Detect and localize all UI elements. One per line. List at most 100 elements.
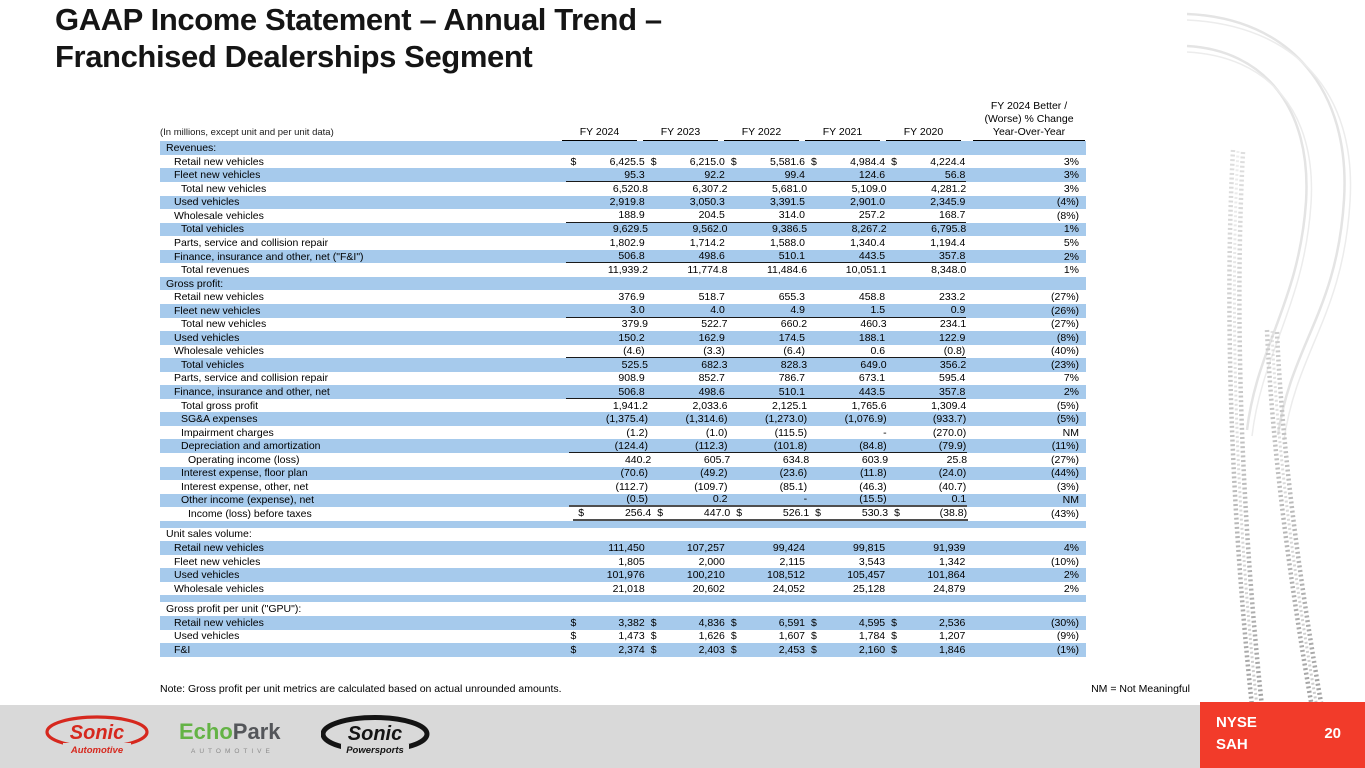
value-cell: $2,453 [726, 643, 806, 657]
cell-value: (115.5) [774, 426, 808, 439]
value-cell: 25.8 [889, 453, 968, 467]
section-header-row: Gross profit per unit ("GPU"): [160, 602, 1086, 616]
currency-symbol: $ [811, 630, 817, 643]
cell-value: 0.2 [712, 493, 728, 506]
value-cell: (4.6) [565, 345, 646, 359]
change-cell: (23%) [1051, 358, 1080, 371]
value-cell: (933.7) [888, 412, 968, 426]
cell-value: (933.7) [932, 413, 967, 426]
cell-value: 1,473 [618, 630, 645, 643]
value-cell: 56.8 [886, 168, 967, 183]
cell-value: 2,453 [778, 643, 805, 656]
value-cell: 108,512 [726, 568, 806, 582]
table-row: Fleet new vehicles 3.0 4.0 4.9 1.5 0.9 (26%) [160, 303, 1086, 318]
row-label: Total gross profit [181, 399, 259, 412]
value-cell: 1,941.2 [569, 399, 649, 413]
value-cell: (46.3) [808, 480, 888, 494]
cell-value: (270.0) [932, 426, 967, 439]
currency-symbol: $ [578, 506, 585, 519]
cell-value: 447.0 [703, 506, 731, 519]
cell-value: 25.8 [946, 453, 968, 466]
value-cell: 498.6 [645, 385, 726, 399]
value-cell: 458.8 [806, 290, 886, 304]
cell-value: 3,050.3 [689, 196, 725, 209]
currency-symbol: $ [570, 630, 577, 643]
currency-symbol: $ [811, 155, 817, 168]
echopark-logo: EchoPark AUTOMOTIVE [179, 719, 281, 755]
value-cell: 4.9 [725, 304, 806, 318]
row-label: Interest expense, other, net [181, 480, 309, 493]
value-cell: 233.2 [886, 290, 966, 304]
column-header-fy2020: FY 2020 [886, 126, 961, 142]
cell-value: 4.0 [710, 304, 725, 317]
row-label: Used vehicles [174, 196, 240, 209]
value-cell: (70.6) [569, 467, 649, 481]
table-row: Wholesale vehicles 188.9 204.5 314.0 257.2 16… [160, 209, 1086, 223]
cell-value: 443.5 [858, 250, 886, 263]
value-cell: $530.3 [810, 507, 890, 521]
value-cell: 124.6 [806, 168, 887, 183]
value-cell: 660.2 [729, 318, 809, 332]
cell-value: (15.5) [859, 493, 887, 506]
cell-value: (1,375.4) [605, 413, 648, 426]
cell-value: 526.1 [782, 506, 810, 519]
cell-value: (70.6) [620, 467, 648, 480]
value-cell: 376.9 [566, 290, 646, 304]
cell-value: (1.0) [705, 426, 728, 439]
value-cell: (112.3) [648, 439, 729, 453]
value-cell: 506.8 [565, 250, 646, 264]
cell-value: 99,424 [772, 542, 805, 555]
value-cell: 24,052 [726, 582, 806, 596]
cell-value: 1,207 [939, 630, 966, 643]
value-cell: 204.5 [645, 209, 726, 223]
change-cell: 4% [1063, 542, 1080, 555]
change-cell: 1% [1063, 264, 1080, 277]
row-label: Wholesale vehicles [174, 345, 264, 358]
value-cell: (1,375.4) [569, 412, 649, 426]
table-header-row: (In millions, except unit and per unit d… [160, 100, 1086, 142]
cell-value: 443.5 [858, 385, 886, 398]
cell-value: (49.2) [700, 467, 728, 480]
change-cell: 2% [1063, 250, 1080, 263]
cell-value: 1,626 [698, 630, 725, 643]
cell-value: 458.8 [858, 291, 886, 304]
cell-value: 682.3 [701, 358, 728, 371]
cell-value: (79.9) [938, 439, 967, 452]
section-header-row: Gross profit: [160, 276, 1086, 291]
cell-value: (38.8) [939, 506, 968, 519]
row-label: Fleet new vehicles [174, 169, 261, 182]
cell-value: (1,273.0) [765, 413, 808, 426]
cell-value: 522.7 [701, 318, 728, 331]
value-cell: 92.2 [645, 168, 726, 183]
value-cell: 99,815 [806, 541, 886, 555]
cell-value: 6,215.0 [689, 155, 725, 168]
cell-value: - [883, 426, 887, 439]
cell-value: 1,805 [618, 555, 645, 568]
value-cell: 95.3 [565, 168, 646, 183]
currency-symbol: $ [570, 643, 577, 656]
cell-value: 2,000 [698, 555, 725, 568]
value-cell: (11.8) [808, 467, 888, 481]
value-cell: 1,765.6 [808, 399, 888, 413]
cell-value: 2,115 [779, 555, 806, 568]
cell-value: 24,879 [933, 582, 966, 595]
cell-value: (23.6) [779, 467, 808, 480]
value-cell: (124.4) [569, 439, 649, 453]
change-cell: (40%) [1051, 345, 1080, 358]
value-cell: 162.9 [646, 331, 726, 345]
change-cell: NM [1062, 494, 1080, 507]
value-cell: 1,802.9 [566, 236, 646, 250]
cell-value: (0.8) [943, 344, 966, 357]
cell-value: 5,581.6 [769, 155, 805, 168]
cell-value: (24.0) [938, 467, 967, 480]
change-cell: (3%) [1056, 480, 1080, 493]
currency-symbol: $ [730, 630, 737, 643]
value-cell: 11,774.8 [649, 263, 729, 277]
cell-value: 6,307.2 [692, 182, 728, 195]
cell-value: 3,382 [618, 616, 645, 629]
cell-value: 91,939 [933, 542, 966, 555]
cell-value: 9,562.0 [692, 223, 728, 236]
cell-value: 234.1 [939, 318, 967, 331]
spacer-row [160, 520, 1086, 528]
currency-symbol: $ [811, 616, 817, 629]
